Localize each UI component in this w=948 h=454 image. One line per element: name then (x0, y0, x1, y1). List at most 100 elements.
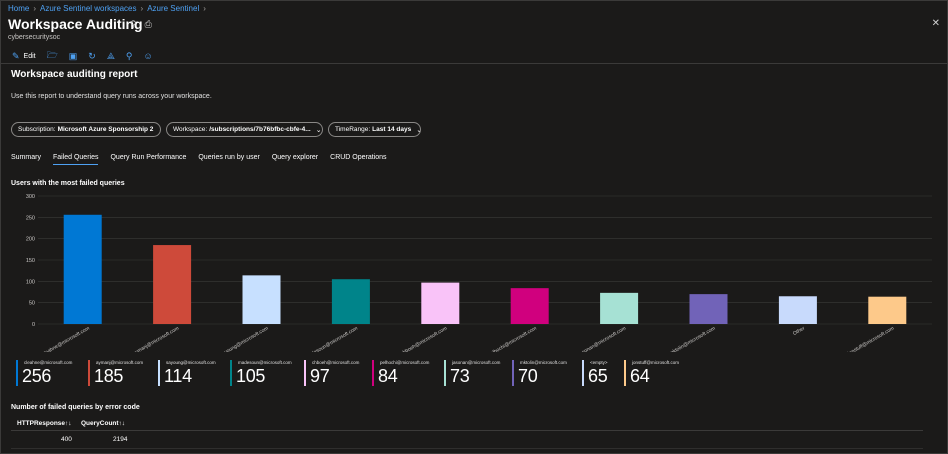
kpi-value: 73 (450, 366, 470, 386)
edit-button[interactable]: ✎ Edit (12, 51, 36, 62)
tab-crud-operations[interactable]: CRUD Operations (330, 154, 387, 161)
table-row-divider (11, 448, 923, 449)
kpi-label: jonstuff@microsoft.com (632, 360, 679, 365)
x-tick-label: jasonan@microsoft.com (577, 326, 627, 352)
kpi-tile[interactable]: jonstuff@microsoft.com 64 (624, 360, 679, 386)
bar[interactable] (153, 245, 192, 324)
y-tick-label: 100 (26, 279, 35, 285)
subscription-filter-label: Subscription: (18, 126, 56, 133)
kpi-label: pelhochi@microsoft.com (380, 360, 430, 365)
table-cell-querycount: 2194 (113, 436, 128, 443)
feedback-smile-icon[interactable]: ☺ (143, 51, 153, 61)
chevron-down-icon: ⌄ (315, 126, 322, 134)
x-tick-label: Other (792, 325, 806, 337)
bar[interactable] (600, 292, 639, 324)
x-tick-label: cleahne@microsoft.com (41, 326, 91, 352)
edit-label: Edit (23, 52, 36, 60)
subscription-filter[interactable]: Subscription: Microsoft Azure Sponsorshi… (11, 122, 161, 137)
kpi-label: aymanj@microsoft.com (96, 360, 144, 365)
bar[interactable] (868, 296, 907, 324)
bar[interactable] (689, 294, 728, 324)
breadcrumb-separator: › (203, 4, 206, 13)
kpi-tile[interactable]: cleahne@microsoft.com 256 (16, 360, 72, 386)
kpi-label: sayoung@microsoft.com (166, 360, 216, 365)
tab-query-run-performance[interactable]: Query Run Performance (110, 154, 187, 161)
kpi-value: 64 (630, 366, 650, 386)
tab-failed-queries[interactable]: Failed Queries (52, 154, 99, 165)
chevron-down-icon: ⌄ (416, 126, 420, 134)
table-header-divider (11, 430, 923, 431)
kpi-label: cleahne@microsoft.com (24, 360, 73, 365)
bar[interactable] (510, 288, 549, 324)
kpi-tile[interactable]: <empty> 65 (582, 360, 608, 386)
breadcrumb-sentinel[interactable]: Azure Sentinel (147, 4, 200, 13)
chevron-down-icon: ⌄ (158, 126, 160, 134)
pin-icon[interactable]: ⚲ (125, 50, 133, 61)
tab-summary[interactable]: Summary (11, 154, 41, 161)
tab-query-explorer[interactable]: Query explorer (271, 154, 319, 161)
kpi-label: madesoun@microsoft.com (238, 360, 292, 365)
kpi-tile[interactable]: mktolin@microsoft.com 70 (512, 360, 567, 386)
pin-icon[interactable]: ⚲ (130, 19, 137, 29)
timerange-filter-value: Last 14 days (372, 126, 412, 133)
kpi-tile[interactable]: chboeh@microsoft.com 97 (304, 360, 359, 386)
kpi-label: chboeh@microsoft.com (312, 360, 360, 365)
subscription-filter-value: Microsoft Azure Sponsorship 2 (57, 126, 154, 133)
y-tick-label: 50 (29, 301, 35, 307)
chart-title: Users with the most failed queries (11, 180, 125, 187)
toolbar: ✎ Edit 🗁 ▣ ↻ ⟁ ⚲ ☺ (12, 48, 153, 64)
y-tick-label: 300 (26, 194, 35, 200)
y-tick-label: 150 (26, 258, 35, 264)
kpi-label: <empty> (590, 360, 608, 365)
kpi-tile[interactable]: aymanj@microsoft.com 185 (88, 360, 143, 386)
kpi-tile[interactable]: jasonan@microsoft.com 73 (444, 360, 500, 386)
timerange-filter[interactable]: TimeRange: Last 14 days ⌄ (328, 122, 421, 137)
workspace-filter-value: /subscriptions/7b76bfbc-cbfe-4... (209, 126, 311, 133)
open-folder-icon[interactable]: 🗁 (46, 50, 58, 60)
kpi-tile[interactable]: madesoun@microsoft.com 105 (230, 360, 292, 386)
bar[interactable] (242, 275, 281, 324)
bar[interactable] (421, 282, 460, 324)
failed-queries-bar-chart: 0 50 100 150 200 250 300 cleahne@microsoft.com a… (26, 194, 932, 352)
x-tick-label: mktolin@microsoft.com (668, 326, 716, 352)
page-subtitle: cybersecuritysoc (8, 34, 61, 41)
save-icon[interactable]: ▣ (68, 50, 78, 61)
kpi-label: jasonan@microsoft.com (452, 360, 501, 365)
kpi-value: 114 (164, 366, 192, 386)
pencil-icon: ✎ (12, 50, 20, 61)
kpi-value: 185 (94, 366, 124, 386)
refresh-icon[interactable]: ↻ (88, 50, 96, 61)
page-title: Workspace Auditing (8, 16, 143, 32)
workspace-filter[interactable]: Workspace: /subscriptions/7b76bfbc-cbfe-… (166, 122, 323, 137)
breadcrumb-workspaces[interactable]: Azure Sentinel workspaces (40, 4, 137, 13)
bar[interactable] (331, 279, 370, 324)
share-icon[interactable]: ⟁ (106, 50, 115, 61)
x-tick-label: chboeh@microsoft.com (400, 326, 449, 352)
bar[interactable] (63, 214, 102, 324)
x-tick-label: pelhochi@microsoft.com (487, 326, 537, 352)
breadcrumb-separator: › (33, 4, 37, 13)
kpi-tile[interactable]: sayoung@microsoft.com 114 (158, 360, 216, 386)
kpi-value: 256 (22, 366, 52, 386)
x-tick-label: jonstuff@microsoft.com (846, 326, 895, 352)
breadcrumb: Home › Azure Sentinel workspaces › Azure… (8, 4, 206, 13)
close-icon[interactable]: ✕ (931, 18, 940, 29)
timerange-filter-label: TimeRange: (335, 126, 371, 133)
y-tick-label: 250 (26, 215, 35, 221)
table-cell-httpresponse: 400 (61, 436, 72, 443)
kpi-value: 84 (378, 366, 398, 386)
kpi-tile[interactable]: pelhochi@microsoft.com 84 (372, 360, 429, 386)
bar[interactable] (778, 296, 817, 324)
table-title: Number of failed queries by error code (11, 404, 140, 411)
kpi-value: 65 (588, 366, 608, 386)
report-description: Use this report to understand query runs… (11, 93, 212, 100)
x-tick-label: sayoung@microsoft.com (219, 326, 270, 352)
print-icon[interactable]: ⎙ (144, 19, 152, 29)
breadcrumb-home[interactable]: Home (8, 4, 30, 13)
title-actions: ⚲ ⎙ (130, 19, 152, 30)
column-header-httpresponse[interactable]: HTTPResponse↑↓ (17, 420, 72, 427)
y-tick-label: 200 (26, 237, 35, 243)
tab-queries-run-by-user[interactable]: Queries run by user (198, 154, 260, 161)
column-header-querycount[interactable]: QueryCount↑↓ (81, 420, 126, 427)
breadcrumb-separator: › (140, 4, 144, 13)
